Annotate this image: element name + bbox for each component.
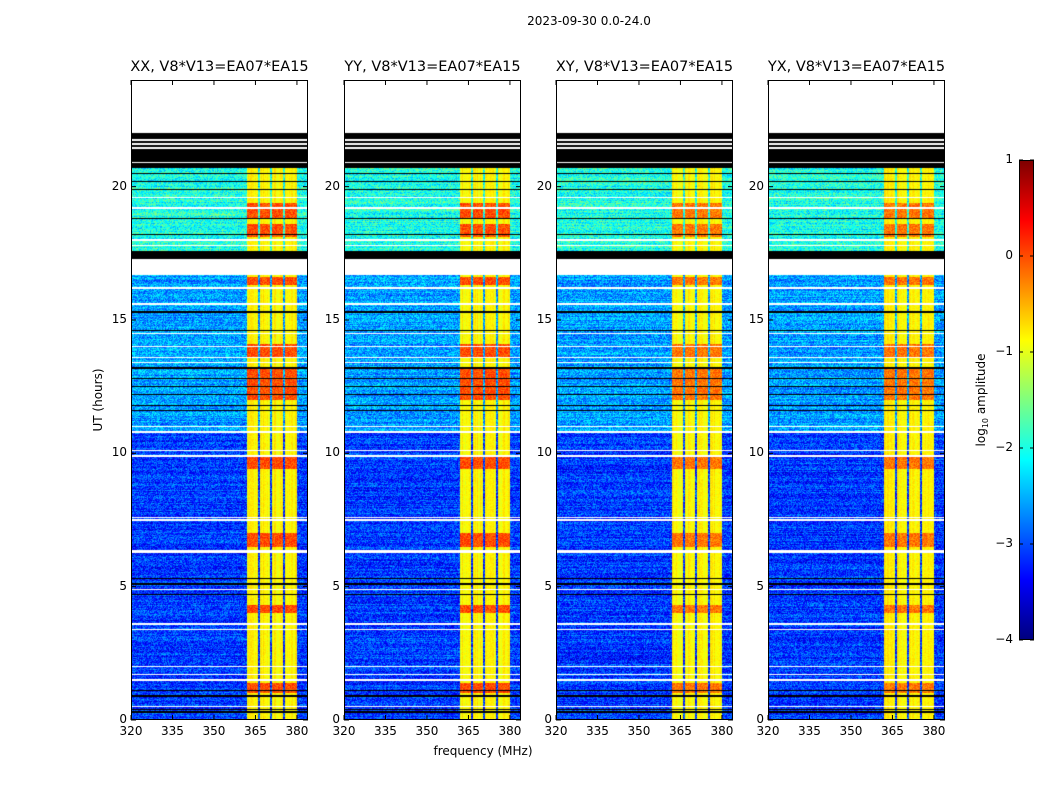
x-tick-label: 365: [457, 724, 480, 738]
y-tick-label: 20: [324, 178, 340, 193]
y-tick-label: 20: [111, 178, 127, 193]
x-tick-label: 350: [839, 724, 863, 738]
y-tick-label: 0: [332, 712, 340, 726]
y-tick-label: 10: [536, 445, 552, 460]
y-tick-label: 0: [756, 712, 764, 726]
x-tick-label: 365: [244, 724, 267, 738]
y-tick-label: 10: [324, 445, 340, 460]
spectrogram-panel-2: [343, 80, 521, 721]
x-tick-label: 365: [669, 724, 692, 738]
axes-border: [344, 80, 521, 720]
colorbar-label-rest: amplitude: [973, 353, 988, 418]
colorbar-tick-label: −4: [995, 632, 1013, 646]
colorbar-tick-label: −2: [995, 440, 1013, 454]
colorbar: [1019, 160, 1034, 640]
colorbar-label-log: log: [973, 428, 988, 447]
axes-border: [768, 80, 945, 720]
x-tick-label: 380: [285, 724, 309, 738]
x-tick-label: 380: [710, 724, 734, 738]
x-tick-label: 335: [798, 724, 821, 738]
panel-title: XX, V8*V13=EA07*EA15: [130, 59, 309, 75]
x-tick-label: 380: [498, 724, 522, 738]
x-tick-label: 335: [161, 724, 184, 738]
colorbar-tick-label: −3: [995, 536, 1013, 550]
x-tick-label: 320: [119, 724, 143, 738]
colorbar-tick-label: −1: [995, 344, 1013, 358]
x-tick-label: 335: [374, 724, 397, 738]
y-tick-label: 0: [119, 712, 127, 726]
y-axis-label: UT (hours): [91, 368, 105, 432]
y-tick-label: 5: [332, 578, 340, 593]
spectrogram-panel-4: [767, 80, 945, 721]
x-tick-label: 350: [415, 724, 439, 738]
x-tick-label: 350: [202, 724, 226, 738]
spectrogram-image: [768, 80, 945, 720]
colorbar-tick-label: 1: [1005, 152, 1013, 166]
x-tick-label: 320: [756, 724, 780, 738]
x-tick-label: 350: [627, 724, 651, 738]
y-tick-label: 20: [748, 178, 764, 193]
axes-frame: [555, 80, 733, 721]
y-tick-label: 5: [119, 578, 127, 593]
figure-title: 2023-09-30 0.0-24.0: [527, 14, 651, 28]
panel-title: XY, V8*V13=EA07*EA15: [555, 59, 734, 75]
x-tick-label: 320: [544, 724, 568, 738]
colorbar-tick-label: 0: [1005, 248, 1013, 262]
spectrogram-image: [556, 80, 733, 720]
axes-frame: [130, 80, 308, 721]
y-tick-label: 15: [536, 312, 552, 326]
spectrogram-image: [344, 80, 521, 720]
y-tick-label: 15: [111, 312, 127, 326]
colorbar-ticks: [1019, 159, 1034, 641]
y-tick-label: 5: [544, 578, 552, 593]
x-tick-label: 365: [881, 724, 904, 738]
axes-frame: [767, 80, 945, 721]
panel-title: YX, V8*V13=EA07*EA15: [767, 59, 946, 75]
spectrogram-panel-3: [555, 80, 733, 721]
x-tick-label: 335: [586, 724, 609, 738]
colorbar-label: log10 amplitude: [974, 354, 990, 447]
y-tick-label: 10: [111, 445, 127, 460]
y-tick-label: 5: [756, 578, 764, 593]
y-tick-label: 20: [536, 178, 552, 193]
panel-title: YY, V8*V13=EA07*EA15: [344, 59, 521, 75]
x-axis-label: frequency (MHz): [433, 744, 533, 758]
axes-border: [556, 80, 733, 720]
y-tick-label: 10: [748, 445, 764, 460]
y-tick-label: 15: [748, 312, 764, 326]
x-tick-label: 380: [922, 724, 946, 738]
y-tick-label: 0: [544, 712, 552, 726]
axes-border: [131, 80, 308, 720]
spectrogram-panel-1: [130, 80, 308, 721]
y-tick-label: 15: [324, 312, 340, 326]
axes-frame: [343, 80, 521, 721]
spectrogram-image: [131, 80, 308, 720]
colorbar-label-sub: 10: [981, 417, 991, 429]
x-tick-label: 320: [332, 724, 356, 738]
